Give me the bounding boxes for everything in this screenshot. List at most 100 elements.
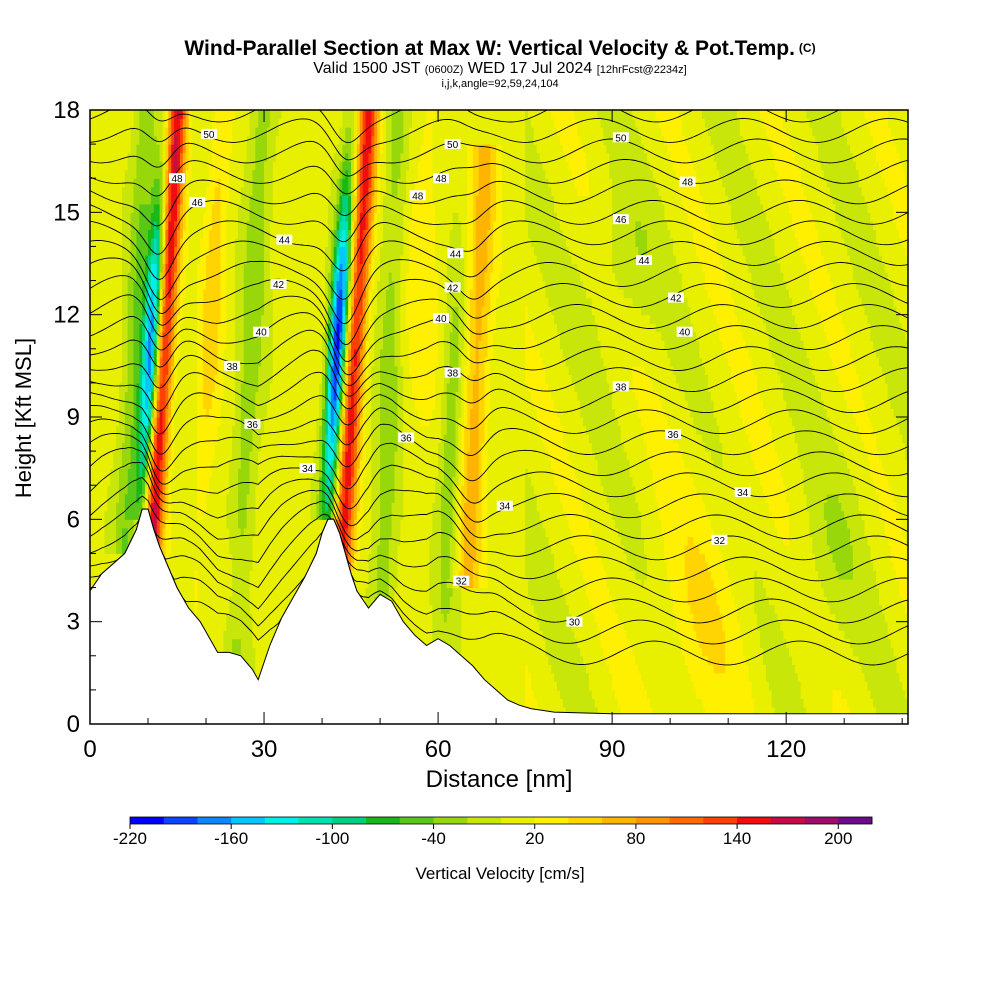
- field-cell: [235, 476, 239, 486]
- field-cell: [182, 587, 187, 597]
- field-cell: [229, 596, 233, 606]
- field-cell: [124, 382, 129, 393]
- field-cell: [179, 434, 184, 444]
- field-cell: [171, 519, 175, 529]
- field-cell: [90, 348, 94, 358]
- field-cell: [182, 485, 187, 495]
- field-cell: [185, 323, 190, 333]
- field-cell: [156, 110, 161, 120]
- field-cell: [229, 434, 233, 444]
- field-cell: [153, 357, 158, 367]
- field-cell: [168, 220, 172, 230]
- field-cell: [127, 519, 132, 529]
- field-cell: [191, 152, 196, 162]
- field-cell: [223, 263, 227, 273]
- field-cell: [200, 272, 204, 282]
- field-cell: [124, 476, 129, 486]
- field-cell: [168, 348, 172, 358]
- field-cell: [90, 408, 94, 418]
- field-cell: [174, 348, 178, 358]
- field-cell: [223, 468, 227, 478]
- field-cell: [104, 425, 108, 435]
- field-cell: [191, 399, 196, 410]
- field-cell: [179, 587, 184, 597]
- field-cell: [150, 169, 155, 179]
- field-cell: [95, 220, 100, 230]
- field-cell: [255, 229, 259, 239]
- field-cell: [162, 161, 167, 171]
- field-cell: [165, 553, 169, 563]
- field-cell: [104, 289, 108, 299]
- field-cell: [179, 425, 184, 435]
- field-cell: [121, 135, 126, 145]
- field-cell: [208, 621, 213, 631]
- field-cell: [223, 229, 227, 239]
- field-cell: [174, 468, 178, 478]
- field-cell: [168, 161, 172, 171]
- field-cell: [197, 161, 201, 171]
- field-cell: [182, 135, 187, 145]
- field-cell: [177, 382, 181, 393]
- field-cell: [101, 434, 106, 444]
- field-cell: [194, 553, 198, 563]
- field-cell: [182, 144, 187, 154]
- field-cell: [249, 203, 254, 213]
- field-cell: [214, 621, 219, 631]
- field-cell: [214, 536, 219, 546]
- field-cell: [217, 468, 222, 478]
- field-cell: [110, 544, 114, 555]
- field-cell: [211, 254, 216, 265]
- field-cell: [223, 203, 227, 213]
- field-cell: [208, 502, 213, 512]
- field-cell: [153, 203, 158, 213]
- field-cell: [229, 502, 233, 512]
- field-cell: [206, 323, 210, 333]
- field-cell: [208, 272, 213, 282]
- field-cell: [252, 596, 256, 606]
- field-cell: [249, 655, 254, 665]
- field-cell: [182, 527, 187, 537]
- field-cell: [246, 493, 251, 503]
- field-cell: [246, 579, 251, 589]
- field-cell: [162, 246, 167, 256]
- field-cell: [243, 502, 248, 512]
- field-cell: [162, 314, 167, 324]
- field-cell: [214, 553, 219, 563]
- field-cell: [162, 425, 167, 435]
- field-cell: [249, 289, 254, 299]
- field-cell: [139, 178, 143, 188]
- field-cell: [153, 229, 158, 239]
- field-cell: [203, 425, 207, 435]
- field-cell: [249, 263, 254, 273]
- field-cell: [200, 382, 204, 393]
- field-cell: [197, 570, 201, 580]
- field-cell: [107, 485, 111, 495]
- field-cell: [116, 229, 120, 239]
- field-cell: [119, 527, 123, 537]
- field-cell: [197, 110, 201, 120]
- field-cell: [197, 246, 201, 256]
- field-cell: [232, 195, 236, 205]
- field-cell: [113, 237, 117, 248]
- field-cell: [191, 579, 196, 589]
- field-cell: [191, 212, 196, 222]
- field-cell: [159, 237, 164, 248]
- field-cell: [142, 382, 146, 393]
- field-cell: [142, 152, 146, 162]
- field-cell: [223, 110, 227, 120]
- field-cell: [168, 493, 172, 503]
- field-cell: [249, 468, 254, 478]
- field-cell: [206, 502, 210, 512]
- field-cell: [92, 357, 97, 367]
- field-cell: [220, 638, 225, 648]
- field-cell: [206, 570, 210, 580]
- field-cell: [223, 169, 227, 179]
- field-cell: [226, 399, 230, 410]
- field-cell: [171, 425, 175, 435]
- field-cell: [203, 468, 207, 478]
- field-cell: [200, 459, 204, 469]
- field-cell: [159, 314, 164, 324]
- field-cell: [203, 152, 207, 162]
- field-cell: [98, 544, 103, 555]
